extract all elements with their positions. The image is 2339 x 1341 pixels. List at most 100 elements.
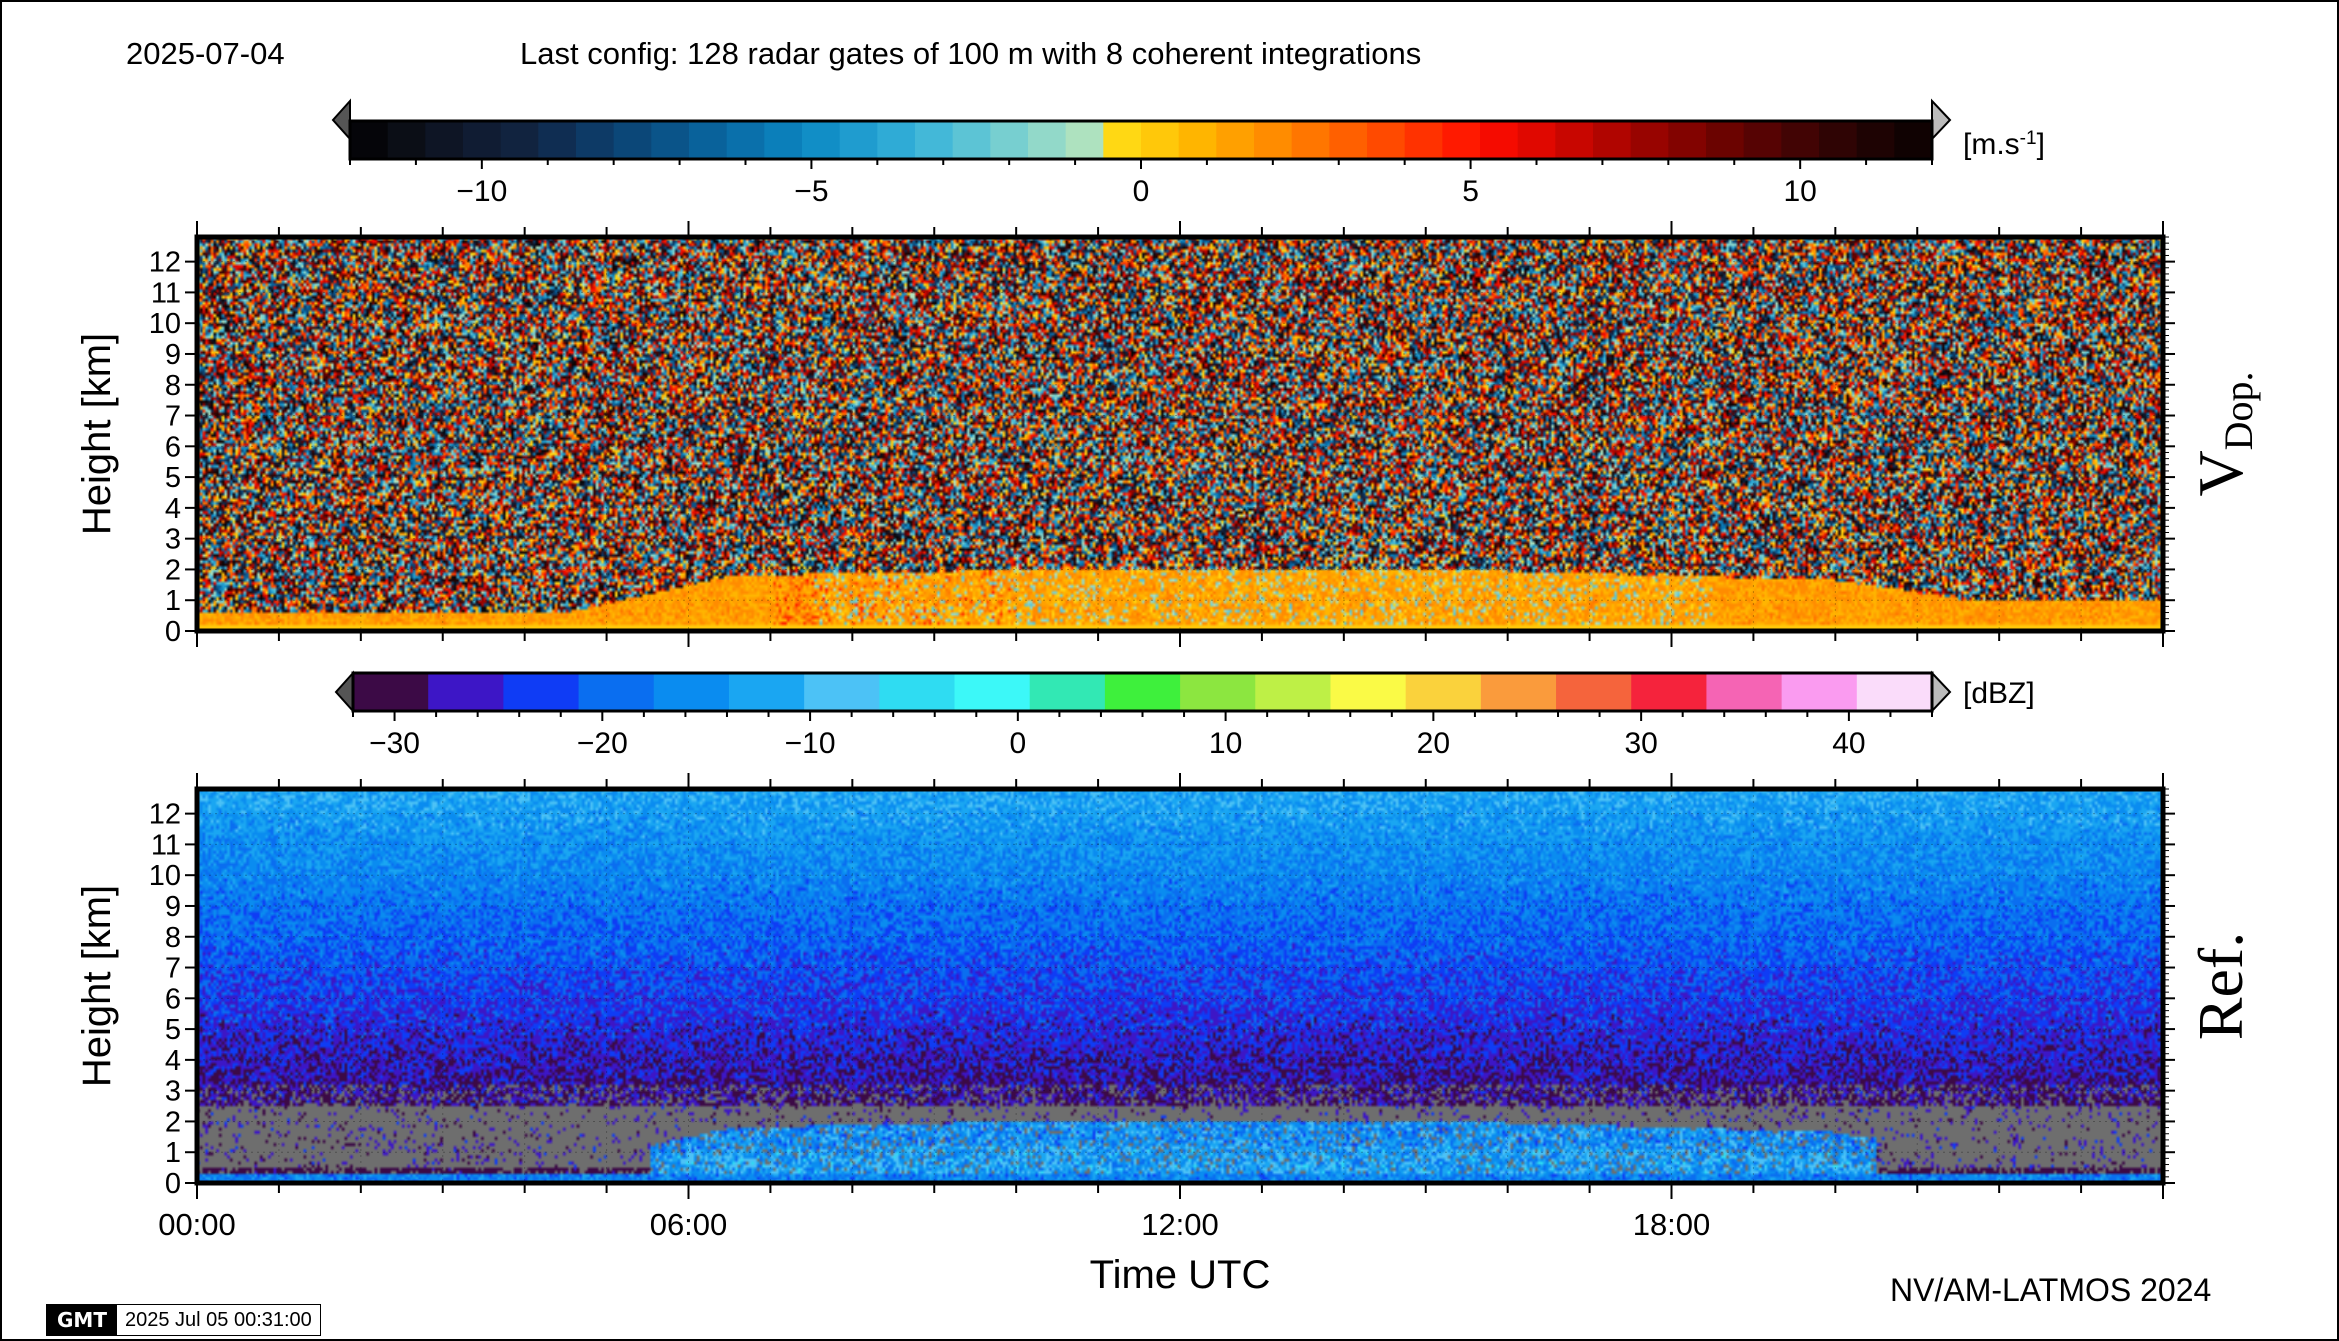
reflectivity-colorbar-swatch [1856,673,1933,711]
reflectivity-colorbar-swatch [954,673,1031,711]
reflectivity-colorbar-swatch [428,673,504,711]
velocity-colorbar-swatch [802,121,841,159]
y-tick-label: 4 [165,1045,181,1077]
velocity-colorbar-swatch [1442,121,1481,159]
reflectivity-colorbar-tick-label: 20 [1417,727,1450,760]
velocity-colorbar-swatch [1517,121,1556,159]
reflectivity-colorbar-tick-label: −30 [369,727,420,760]
velocity-colorbar-swatch [651,121,690,159]
y-tick-label: 8 [165,370,181,402]
y-tick-label: 3 [165,1076,181,1108]
velocity-colorbar-swatch [1028,121,1067,159]
velocity-colorbar-swatch [952,121,991,159]
velocity-colorbar-swatch [1367,121,1406,159]
y-tick-label: 11 [151,829,181,861]
velocity-colorbar-swatch [1065,121,1104,159]
velocity-colorbar-swatch [613,121,652,159]
reflectivity-colorbar-tick-label: 30 [1624,727,1657,760]
colorbar-low-triangle [334,670,354,714]
reflectivity-colorbar-swatch [1029,673,1106,711]
velocity-colorbar-tick-label: 10 [1783,175,1816,208]
doppler-ylabel: Height [km] [75,333,119,535]
svg-text:VDop.: VDop. [2185,371,2261,496]
velocity-colorbar-swatch [1141,121,1180,159]
reflectivity-colorbar-swatch [653,673,730,711]
reflectivity-colorbar-swatch [353,673,429,711]
reflectivity-colorbar-swatch [728,673,805,711]
reflectivity-colorbar-swatch [1405,673,1482,711]
velocity-colorbar-swatch [1480,121,1519,159]
x-tick-label: 00:00 [158,1207,236,1242]
y-tick-label: 7 [165,401,181,433]
reflectivity-colorbar-swatch [1180,673,1256,711]
config-label: Last config: 128 radar gates of 100 m wi… [520,36,1422,71]
velocity-colorbar-swatch [1103,121,1142,159]
reflectivity-colorbar: −30 −20 −10 0 10 20 30 40 [dBZ] [334,670,2035,760]
colorbar-high-triangle [1931,670,1952,714]
velocity-colorbar-swatch [350,121,389,159]
reflectivity-colorbar-swatch [1255,673,1332,711]
reflectivity-colorbar-swatch [578,673,655,711]
velocity-colorbar-swatch [1254,121,1293,159]
velocity-colorbar-swatch [1555,121,1594,159]
velocity-colorbar-swatch [1593,121,1632,159]
reflectivity-colorbar-tick-label: 0 [1009,727,1026,760]
y-tick-label: 12 [149,799,181,831]
gmt-logo: GMT [47,1305,117,1335]
y-tick-label: 3 [165,524,181,556]
y-tick-label: 0 [165,616,181,648]
reflectivity-ylabel: Height [km] [75,885,119,1087]
velocity-colorbar-swatch [425,121,464,159]
y-tick-label: 5 [165,1014,181,1046]
reflectivity-colorbar-tick-label: 40 [1832,727,1865,760]
y-tick-label: 0 [165,1168,181,1200]
reflectivity-side-label: Ref. [2185,932,2256,1040]
velocity-colorbar-swatch [689,121,728,159]
velocity-colorbar: −10 −5 0 5 10 [m.s-1] [331,98,2045,208]
velocity-colorbar-swatch [839,121,878,159]
velocity-colorbar-swatch [1819,121,1858,159]
y-tick-label: 2 [165,1106,181,1138]
doppler-heatmap [197,237,2163,631]
velocity-colorbar-tick-label: 5 [1462,175,1479,208]
credit-label: NV/AM-LATMOS 2024 [1890,1272,2212,1308]
velocity-colorbar-swatch [538,121,577,159]
x-tick-label: 06:00 [650,1207,728,1242]
reflectivity-colorbar-swatch [1330,673,1407,711]
velocity-colorbar-swatch [1894,121,1933,159]
x-tick-label: 12:00 [1141,1207,1219,1242]
velocity-colorbar-swatch [877,121,916,159]
velocity-colorbar-swatch [576,121,615,159]
reflectivity-colorbar-swatch [1706,673,1783,711]
velocity-colorbar-tick-label: −5 [794,175,828,208]
velocity-colorbar-swatch [1781,121,1820,159]
gmt-timestamp: 2025 Jul 05 00:31:00 [116,1305,320,1335]
y-tick-label: 2 [165,554,181,586]
reflectivity-colorbar-swatch [503,673,580,711]
y-tick-label: 9 [165,891,181,923]
velocity-unit-label: [m.s-1] [1963,128,2045,162]
reflectivity-colorbar-swatch [1781,673,1858,711]
reflectivity-colorbar-swatch [804,673,880,711]
x-tick-label: 18:00 [1633,1207,1711,1242]
velocity-colorbar-swatch [1291,121,1330,159]
reflectivity-colorbar-swatch [1556,673,1632,711]
y-tick-label: 1 [165,1137,181,1169]
velocity-colorbar-swatch [1706,121,1745,159]
x-axis-label: Time UTC [1090,1253,1271,1297]
y-tick-label: 12 [149,247,181,279]
date-label: 2025-07-04 [126,36,285,71]
doppler-side-label: VDop. [2185,371,2261,496]
velocity-colorbar-swatch [463,121,502,159]
velocity-colorbar-swatch [990,121,1029,159]
velocity-colorbar-swatch [1329,121,1368,159]
reflectivity-colorbar-swatch [1631,673,1708,711]
y-tick-label: 5 [165,462,181,494]
velocity-colorbar-swatch [1856,121,1895,159]
velocity-colorbar-swatch [1404,121,1443,159]
colorbar-high-triangle [1931,98,1952,142]
y-tick-label: 7 [165,953,181,985]
